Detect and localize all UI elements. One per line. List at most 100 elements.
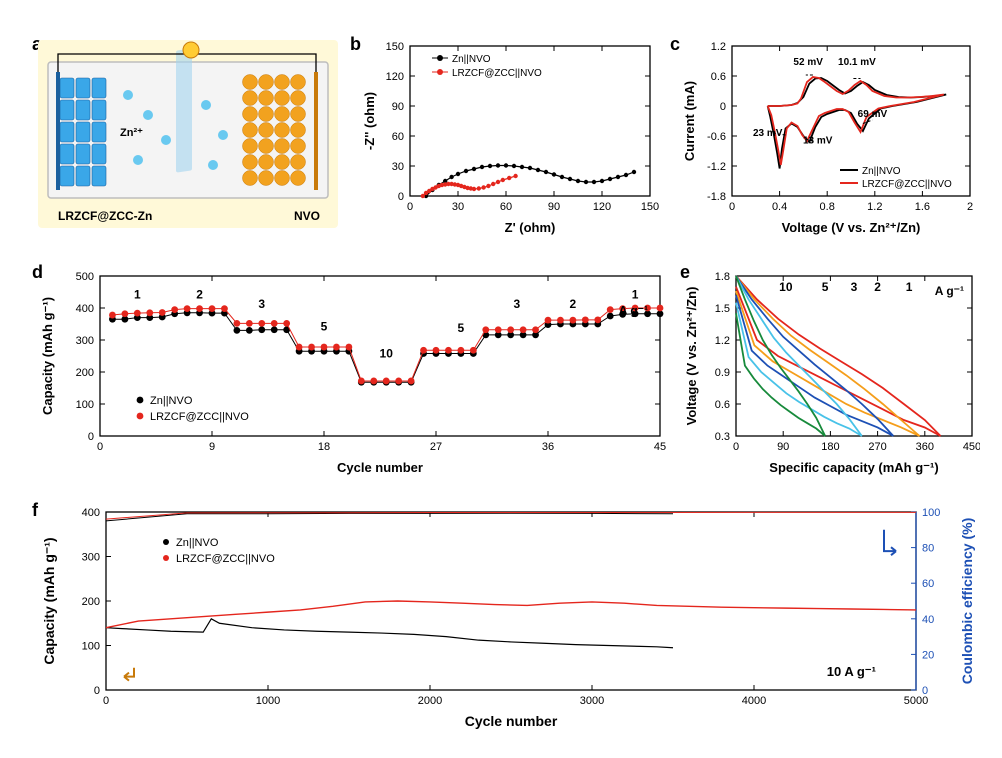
svg-text:LRZCF@ZCC||NVO: LRZCF@ZCC||NVO [176, 553, 275, 565]
svg-text:1.2: 1.2 [867, 201, 882, 213]
svg-text:Capacity (mAh g⁻¹): Capacity (mAh g⁻¹) [41, 537, 57, 664]
svg-text:40: 40 [922, 614, 934, 626]
svg-text:180: 180 [821, 441, 839, 453]
svg-text:LRZCF@ZCC||NVO: LRZCF@ZCC||NVO [862, 179, 952, 190]
svg-text:10: 10 [779, 280, 793, 294]
svg-text:90: 90 [548, 201, 560, 213]
svg-text:3: 3 [851, 280, 858, 294]
svg-text:450: 450 [963, 441, 980, 453]
svg-text:Zn²⁺: Zn²⁺ [120, 127, 143, 139]
svg-text:0: 0 [94, 685, 100, 697]
svg-text:5: 5 [822, 280, 829, 294]
svg-text:0.8: 0.8 [820, 201, 835, 213]
svg-text:270: 270 [868, 441, 886, 453]
panel-a-schematic: Zn²⁺ LRZCF@ZCC-Zn NVO [38, 40, 338, 228]
panel-label-c: c [670, 34, 680, 55]
svg-text:0: 0 [103, 695, 109, 707]
svg-text:0.4: 0.4 [772, 201, 787, 213]
svg-text:200: 200 [76, 367, 94, 379]
svg-text:Current (mA): Current (mA) [682, 81, 697, 161]
svg-text:1000: 1000 [256, 695, 280, 707]
svg-text:1.6: 1.6 [915, 201, 930, 213]
panel-f-cycling-plot: 0100020003000400050000100200300400020406… [38, 502, 986, 732]
svg-text:-1.2: -1.2 [707, 161, 726, 173]
svg-text:20: 20 [922, 649, 934, 661]
svg-text:3: 3 [258, 297, 265, 311]
svg-text:100: 100 [82, 641, 100, 653]
svg-text:Capacity (mAh g⁻¹): Capacity (mAh g⁻¹) [40, 297, 55, 415]
svg-text:5: 5 [321, 319, 328, 333]
svg-text:Zn||NVO: Zn||NVO [176, 537, 219, 549]
svg-text:100: 100 [922, 507, 940, 519]
svg-text:1.5: 1.5 [715, 303, 730, 315]
svg-text:1: 1 [134, 287, 141, 301]
svg-text:4000: 4000 [742, 695, 766, 707]
svg-text:60: 60 [922, 578, 934, 590]
svg-text:A g⁻¹: A g⁻¹ [935, 284, 964, 298]
svg-text:100: 100 [76, 399, 94, 411]
svg-text:0: 0 [922, 685, 928, 697]
svg-text:9: 9 [209, 441, 215, 453]
svg-text:2: 2 [967, 201, 973, 213]
svg-text:1.2: 1.2 [711, 41, 726, 53]
svg-text:90: 90 [392, 101, 404, 113]
svg-text:200: 200 [82, 596, 100, 608]
svg-text:Z' (ohm): Z' (ohm) [505, 220, 556, 235]
svg-text:5: 5 [458, 321, 465, 335]
svg-text:0.9: 0.9 [715, 367, 730, 379]
svg-text:1: 1 [632, 287, 639, 301]
svg-text:10 A g⁻¹: 10 A g⁻¹ [827, 664, 876, 679]
svg-text:LRZCF@ZCC||NVO: LRZCF@ZCC||NVO [150, 411, 249, 423]
svg-text:Specific capacity (mAh g⁻¹): Specific capacity (mAh g⁻¹) [769, 460, 938, 475]
svg-text:18: 18 [318, 441, 330, 453]
svg-text:360: 360 [916, 441, 934, 453]
svg-text:-1.8: -1.8 [707, 191, 726, 203]
svg-text:Voltage (V vs. Zn²⁺/Zn): Voltage (V vs. Zn²⁺/Zn) [782, 220, 921, 235]
svg-text:36: 36 [542, 441, 554, 453]
svg-text:LRZCF@ZCC||NVO: LRZCF@ZCC||NVO [452, 68, 542, 79]
svg-text:0: 0 [720, 101, 726, 113]
svg-text:0.3: 0.3 [715, 431, 730, 443]
svg-text:NVO: NVO [294, 209, 320, 223]
svg-text:120: 120 [386, 71, 404, 83]
svg-text:52 mV: 52 mV [793, 57, 823, 68]
svg-text:0: 0 [729, 201, 735, 213]
svg-text:300: 300 [76, 335, 94, 347]
svg-text:Zn||NVO: Zn||NVO [150, 395, 193, 407]
svg-text:Cycle number: Cycle number [465, 713, 558, 729]
svg-text:0.6: 0.6 [711, 71, 726, 83]
svg-text:Zn||NVO: Zn||NVO [452, 54, 491, 65]
svg-text:2000: 2000 [418, 695, 442, 707]
svg-text:2: 2 [874, 280, 881, 294]
svg-text:2: 2 [570, 297, 577, 311]
svg-text:13 mV: 13 mV [803, 136, 833, 147]
svg-text:120: 120 [593, 201, 611, 213]
svg-text:27: 27 [430, 441, 442, 453]
svg-text:10.1 mV: 10.1 mV [838, 57, 876, 68]
svg-text:3: 3 [514, 297, 521, 311]
svg-text:45: 45 [654, 441, 666, 453]
svg-text:30: 30 [392, 161, 404, 173]
svg-text:Voltage (V vs. Zn²⁺/Zn): Voltage (V vs. Zn²⁺/Zn) [684, 287, 699, 426]
svg-text:80: 80 [922, 543, 934, 555]
svg-text:0: 0 [97, 441, 103, 453]
svg-text:90: 90 [777, 441, 789, 453]
svg-text:-Z'' (ohm): -Z'' (ohm) [362, 92, 377, 150]
svg-text:LRZCF@ZCC-Zn: LRZCF@ZCC-Zn [58, 209, 152, 223]
panel-d-rate-capacity: 09182736450100200300400500Cycle numberCa… [38, 266, 670, 476]
svg-text:2: 2 [196, 287, 203, 301]
panel-b-nyquist-plot: 03060901201500306090120150Z' (ohm)-Z'' (… [360, 36, 660, 236]
svg-text:150: 150 [386, 41, 404, 53]
panel-e-gcd-curves: 0901802703604500.30.60.91.21.51.8Specifi… [682, 266, 980, 476]
svg-text:150: 150 [641, 201, 659, 213]
svg-text:30: 30 [452, 201, 464, 213]
svg-text:400: 400 [76, 303, 94, 315]
svg-text:300: 300 [82, 552, 100, 564]
svg-text:60: 60 [500, 201, 512, 213]
svg-text:0: 0 [88, 431, 94, 443]
svg-text:400: 400 [82, 507, 100, 519]
svg-text:Coulombic efficiency (%): Coulombic efficiency (%) [959, 518, 975, 684]
svg-text:60: 60 [392, 131, 404, 143]
svg-text:1: 1 [906, 280, 913, 294]
svg-text:Zn||NVO: Zn||NVO [862, 166, 901, 177]
